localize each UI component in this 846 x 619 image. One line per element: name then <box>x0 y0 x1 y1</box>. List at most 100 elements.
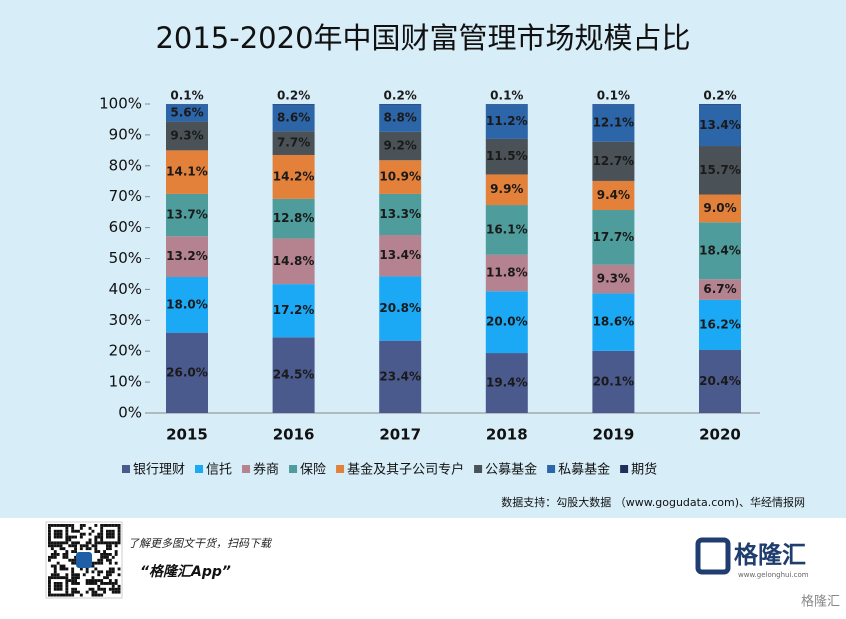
scan-text: 了解更多图文干货，扫码下载 <box>128 537 273 550</box>
qr-cell <box>74 530 77 533</box>
qr-cell <box>118 530 121 533</box>
qr-cell <box>48 585 51 588</box>
qr-cell <box>109 588 112 591</box>
qr-cell <box>71 559 74 562</box>
qr-cell <box>48 530 51 533</box>
qr-cell <box>57 582 60 585</box>
x-tick-label: 2018 <box>486 426 528 444</box>
qr-cell <box>80 536 83 539</box>
qr-cell <box>60 565 63 568</box>
qr-cell <box>100 553 103 556</box>
qr-cell <box>97 536 100 539</box>
qr-cell <box>60 568 63 571</box>
qr-cell <box>51 594 54 597</box>
qr-cell <box>94 524 97 527</box>
qr-cell <box>118 527 121 530</box>
qr-cell <box>77 541 80 544</box>
y-tick-label: 30% <box>109 311 142 329</box>
data-label: 15.7% <box>699 163 741 177</box>
qr-cell <box>112 556 115 559</box>
qr-cell <box>118 568 121 571</box>
qr-cell <box>89 588 92 591</box>
qr-cell <box>103 553 106 556</box>
qr-cell <box>86 541 89 544</box>
qr-cell <box>89 527 92 530</box>
qr-cell <box>92 544 95 547</box>
qr-cell <box>74 541 77 544</box>
qr-cell <box>100 588 103 591</box>
data-label: 0.1% <box>490 89 523 103</box>
qr-cell <box>92 570 95 573</box>
qr-cell <box>106 573 109 576</box>
qr-cell <box>80 533 83 536</box>
qr-cell <box>57 585 60 588</box>
qr-cell <box>63 565 66 568</box>
qr-cell <box>60 530 63 533</box>
qr-cell <box>74 547 77 550</box>
qr-cell <box>74 591 77 594</box>
qr-cell <box>97 541 100 544</box>
qr-cell <box>100 539 103 542</box>
data-label: 20.0% <box>486 315 528 329</box>
qr-cell <box>54 568 57 571</box>
qr-cell <box>60 582 63 585</box>
qr-cell <box>77 582 80 585</box>
data-label: 17.2% <box>273 303 315 317</box>
qr-cell <box>106 556 109 559</box>
qr-cell <box>118 588 121 591</box>
qr-cell <box>65 530 68 533</box>
qr-cell <box>60 544 63 547</box>
qr-cell <box>86 570 89 573</box>
qr-cell <box>94 594 97 597</box>
data-label: 18.4% <box>699 243 741 257</box>
data-label: 20.4% <box>699 374 741 388</box>
qr-cell <box>54 541 57 544</box>
qr-cell <box>94 562 97 565</box>
qr-cell <box>115 562 118 565</box>
qr-cell <box>65 594 68 597</box>
qr-cell <box>100 559 103 562</box>
data-label: 11.2% <box>486 114 528 128</box>
qr-cell <box>48 576 51 579</box>
qr-cell <box>74 579 77 582</box>
qr-cell <box>100 533 103 536</box>
qr-cell <box>54 556 57 559</box>
qr-cell <box>80 544 83 547</box>
qr-cell <box>109 536 112 539</box>
data-label: 19.4% <box>486 376 528 390</box>
app-name: “格隆汇App” <box>140 563 231 580</box>
qr-cell <box>65 524 68 527</box>
qr-cell <box>65 585 68 588</box>
qr-cell <box>80 527 83 530</box>
qr-cell <box>54 573 57 576</box>
qr-cell <box>89 533 92 536</box>
data-label: 0.2% <box>277 89 310 103</box>
qr-cell <box>57 533 60 536</box>
qr-cell <box>92 594 95 597</box>
qr-cell <box>65 550 68 553</box>
qr-cell <box>106 544 109 547</box>
qr-cell <box>54 550 57 553</box>
data-label: 14.2% <box>273 169 315 183</box>
data-label: 9.0% <box>703 201 736 215</box>
qr-cell <box>63 556 66 559</box>
qr-cell <box>92 530 95 533</box>
y-tick-label: 20% <box>109 342 142 360</box>
qr-cell <box>65 582 68 585</box>
legend-swatch <box>620 465 628 473</box>
qr-cell <box>60 533 63 536</box>
data-label: 12.1% <box>593 116 635 130</box>
qr-cell <box>83 524 86 527</box>
qr-cell <box>57 553 60 556</box>
data-label: 12.8% <box>273 211 315 225</box>
qr-cell <box>89 579 92 582</box>
qr-cell <box>60 536 63 539</box>
qr-cell <box>112 536 115 539</box>
qr-cell <box>48 536 51 539</box>
qr-cell <box>51 541 54 544</box>
qr-cell <box>109 573 112 576</box>
data-label: 0.2% <box>384 89 417 103</box>
data-label: 13.2% <box>166 249 208 263</box>
data-label: 16.2% <box>699 317 741 331</box>
qr-cell <box>112 524 115 527</box>
